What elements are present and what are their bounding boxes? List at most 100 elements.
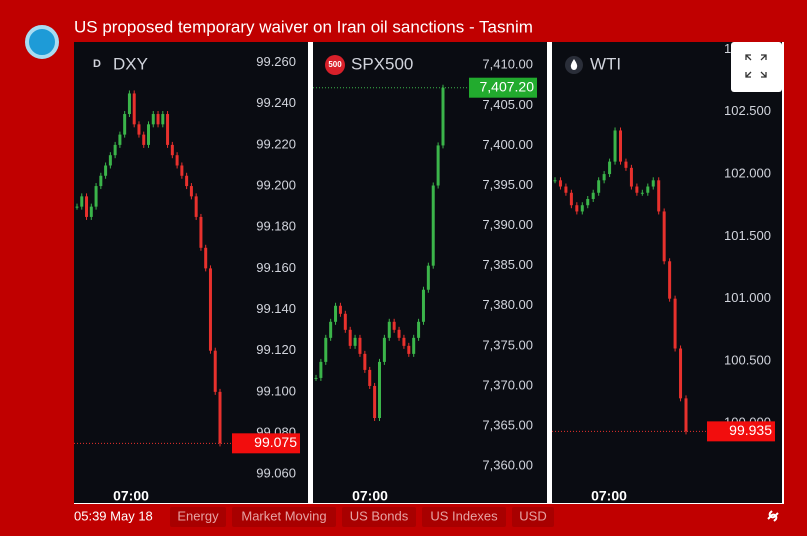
- tag-label[interactable]: US Bonds: [350, 508, 409, 523]
- mini-chart: 99.06099.08099.10099.12099.14099.16099.1…: [74, 42, 308, 504]
- candle: [640, 192, 644, 194]
- y-tick-label: 7,395.00: [482, 177, 533, 192]
- candle: [657, 180, 661, 212]
- y-tick-label: 99.060: [256, 466, 296, 481]
- candle: [679, 348, 683, 399]
- expand-button[interactable]: [731, 42, 782, 92]
- candle: [180, 165, 184, 176]
- candle: [569, 192, 573, 206]
- candle: [651, 180, 655, 187]
- y-tick-label: 99.200: [256, 178, 296, 193]
- y-tick-label: 7,410.00: [482, 57, 533, 72]
- tag-chip[interactable]: [232, 507, 336, 527]
- candle: [189, 186, 193, 197]
- candle: [619, 130, 622, 162]
- mini-chart: 7,360.00 7,365.00 7,370.00 7,375.00 7,380.00…: [313, 42, 547, 504]
- link-icon[interactable]: [767, 510, 779, 522]
- y-tick-label: 99.240: [256, 95, 296, 110]
- candle: [624, 161, 628, 168]
- y-tick-label: 99.140: [256, 301, 296, 316]
- time-label: 07:00: [352, 488, 388, 504]
- candle: [329, 321, 333, 338]
- charts: 99.06099.08099.10099.12099.14099.16099.1…: [74, 41, 782, 504]
- candle: [75, 206, 79, 208]
- candle: [673, 298, 677, 349]
- oil-drop: [570, 59, 578, 70]
- candle: [373, 385, 377, 419]
- headline[interactable]: US proposed temporary waiver on Iran oil…: [74, 17, 533, 36]
- candle: [417, 321, 421, 338]
- y-tick-label: 99.220: [256, 136, 296, 151]
- y-tick-label: 7,365.00: [482, 417, 533, 432]
- tag-label[interactable]: USD: [519, 508, 546, 523]
- symbol-name: SPX500: [351, 54, 413, 73]
- candle: [646, 186, 650, 193]
- candle: [426, 265, 430, 290]
- candle: [397, 329, 401, 338]
- candle: [94, 186, 98, 207]
- candle: [108, 155, 112, 166]
- symbol-name: WTI: [590, 54, 621, 73]
- candle: [319, 361, 323, 378]
- tag-label[interactable]: Market Moving: [241, 508, 326, 523]
- candle: [421, 289, 425, 322]
- candle: [132, 93, 136, 125]
- candle: [161, 114, 165, 125]
- candle: [213, 350, 217, 392]
- last-price-label: 99.075: [254, 434, 297, 450]
- tag-label[interactable]: Energy: [177, 508, 219, 523]
- y-tick-label: 102.000: [724, 166, 771, 181]
- candle: [170, 144, 174, 156]
- candle: [113, 144, 117, 156]
- tag-chip[interactable]: [342, 507, 416, 527]
- candle: [324, 337, 328, 362]
- y-tick-label: 101.000: [724, 290, 771, 305]
- candle: [358, 337, 362, 354]
- tag-chip[interactable]: [422, 507, 506, 527]
- y-tick-label: 7,370.00: [482, 377, 533, 392]
- y-tick-label: 7,390.00: [482, 217, 533, 232]
- candle: [127, 93, 131, 115]
- candle: [218, 391, 222, 444]
- y-tick-label: 99.100: [256, 383, 296, 398]
- candle: [208, 268, 212, 351]
- candle: [99, 175, 103, 187]
- y-tick-label: 7,400.00: [482, 137, 533, 152]
- candle: [199, 216, 203, 248]
- chart-panel: [313, 42, 547, 503]
- candle: [204, 247, 208, 269]
- candle: [123, 114, 127, 135]
- last-price-label: 99.935: [729, 422, 772, 438]
- candle: [118, 134, 122, 145]
- candle: [89, 206, 93, 217]
- symbol-name: DXY: [113, 54, 148, 73]
- tag-label[interactable]: US Indexes: [430, 508, 498, 523]
- y-tick-label: 99.160: [256, 260, 296, 275]
- candle: [137, 124, 141, 135]
- last-price-tag: [707, 421, 775, 442]
- y-tick-label: 7,405.00: [482, 97, 533, 112]
- y-tick-label: 99.120: [256, 342, 296, 357]
- tag-chip[interactable]: [170, 507, 226, 527]
- symbol-icon: 500: [328, 60, 342, 69]
- candle: [629, 167, 633, 187]
- candle: [348, 329, 352, 346]
- y-tick-label: 7,385.00: [482, 257, 533, 272]
- symbol-badge: [325, 55, 345, 75]
- candle: [368, 369, 372, 386]
- candle: [558, 180, 562, 187]
- candle: [142, 134, 146, 145]
- candle: [185, 175, 189, 187]
- status-icon[interactable]: [25, 25, 59, 59]
- candle: [580, 205, 584, 212]
- y-tick-label: 101.500: [724, 228, 771, 243]
- candle: [591, 192, 595, 199]
- tag-chip[interactable]: [512, 507, 554, 527]
- candle: [392, 321, 396, 330]
- candle: [586, 198, 590, 206]
- candle: [564, 186, 568, 193]
- candle: [602, 174, 606, 181]
- time-label: 07:00: [113, 488, 149, 504]
- last-price-tag: [232, 433, 300, 454]
